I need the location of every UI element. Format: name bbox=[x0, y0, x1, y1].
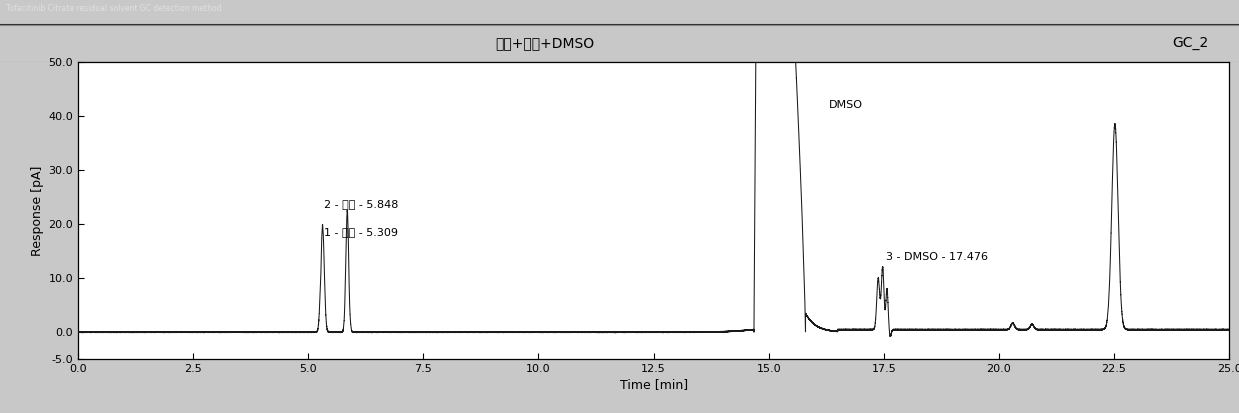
Text: DMSO: DMSO bbox=[829, 100, 862, 110]
Text: 1 - 乙醇 - 5.309: 1 - 乙醇 - 5.309 bbox=[325, 227, 399, 237]
Text: 2 - 丙酮 - 5.848: 2 - 丙酮 - 5.848 bbox=[325, 199, 399, 209]
Text: 乙醇+丙酮+DMSO: 乙醇+丙酮+DMSO bbox=[496, 36, 595, 50]
X-axis label: Time [min]: Time [min] bbox=[620, 378, 688, 392]
Text: GC_2: GC_2 bbox=[1172, 36, 1208, 50]
Text: Tofacitinib Citrate residual solvent GC detection method: Tofacitinib Citrate residual solvent GC … bbox=[6, 4, 222, 13]
Y-axis label: Response [pA]: Response [pA] bbox=[31, 166, 45, 256]
Text: 3 - DMSO - 17.476: 3 - DMSO - 17.476 bbox=[886, 252, 987, 262]
